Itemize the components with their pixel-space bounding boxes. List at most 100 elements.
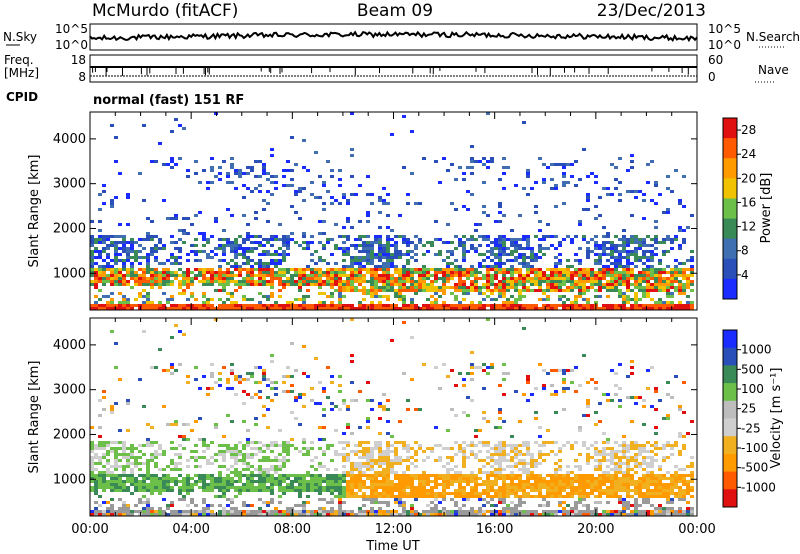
heatmap-cell (482, 459, 486, 462)
heatmap-cell (598, 474, 602, 477)
heatmap-cell (210, 157, 214, 160)
heatmap-cell (274, 441, 278, 444)
heatmap-cell (298, 190, 302, 193)
heatmap-cell (602, 483, 606, 486)
heatmap-cell (242, 486, 246, 489)
heatmap-cell (210, 462, 214, 465)
heatmap-cell (534, 477, 538, 480)
heatmap-cell (222, 477, 226, 480)
heatmap-cell (494, 238, 498, 241)
heatmap-cell (110, 480, 114, 483)
heatmap-cell (226, 304, 230, 307)
heatmap-cell (570, 513, 574, 516)
heatmap-cell (670, 277, 674, 280)
heatmap-cell (646, 259, 650, 262)
heatmap-cell (522, 307, 526, 310)
heatmap-cell (418, 486, 422, 489)
heatmap-cell (642, 274, 646, 277)
heatmap-cell (202, 307, 206, 310)
heatmap-cell (366, 256, 370, 259)
heatmap-cell (410, 283, 414, 286)
heatmap-cell (586, 241, 590, 244)
heatmap-cell (254, 453, 258, 456)
heatmap-cell (398, 456, 402, 459)
heatmap-cell (586, 492, 590, 495)
heatmap-cell (574, 480, 578, 483)
heatmap-cell (310, 399, 314, 402)
heatmap-cell (382, 408, 386, 411)
heatmap-cell (170, 423, 174, 426)
heatmap-cell (190, 277, 194, 280)
heatmap-cell (554, 510, 558, 513)
heatmap-cell (146, 298, 150, 301)
heatmap-cell (570, 507, 574, 510)
heatmap-cell (182, 498, 186, 501)
heatmap-cell (122, 295, 126, 298)
heatmap-cell (534, 304, 538, 307)
heatmap-cell (138, 280, 142, 283)
heatmap-cell (578, 307, 582, 310)
heatmap-cell (258, 304, 262, 307)
heatmap-cell (226, 244, 230, 247)
heatmap-cell (374, 268, 378, 271)
heatmap-cell (474, 495, 478, 498)
heatmap-cell (522, 277, 526, 280)
heatmap-cell (334, 307, 338, 310)
heatmap-cell (98, 447, 102, 450)
heatmap-cell (418, 495, 422, 498)
heatmap-cell (566, 369, 570, 372)
heatmap-cell (330, 480, 334, 483)
heatmap-cell (310, 277, 314, 280)
heatmap-cell (238, 441, 242, 444)
heatmap-cell (102, 280, 106, 283)
heatmap-cell (434, 277, 438, 280)
heatmap-cell (382, 199, 386, 202)
heatmap-cell (262, 456, 266, 459)
heatmap-cell (530, 259, 534, 262)
heatmap-cell (430, 507, 434, 510)
heatmap-cell (582, 441, 586, 444)
heatmap-cell (638, 277, 642, 280)
heatmap-cell (286, 459, 290, 462)
heatmap-cell (554, 271, 558, 274)
heatmap-cell (514, 465, 518, 468)
heatmap-cell (326, 483, 330, 486)
heatmap-cell (402, 298, 406, 301)
heatmap-cell (362, 292, 366, 295)
heatmap-cell (506, 304, 510, 307)
heatmap-cell (494, 268, 498, 271)
heatmap-cell (686, 304, 690, 307)
heatmap-cell (310, 241, 314, 244)
heatmap-cell (462, 411, 466, 414)
heatmap-cell (410, 274, 414, 277)
heatmap-cell (498, 292, 502, 295)
heatmap-cell (130, 268, 134, 271)
heatmap-cell (126, 453, 130, 456)
heatmap-cell (142, 513, 146, 516)
heatmap-cell (554, 235, 558, 238)
heatmap-cell (170, 283, 174, 286)
heatmap-cell (174, 274, 178, 277)
heatmap-cell (658, 283, 662, 286)
heatmap-cell (502, 292, 506, 295)
heatmap-cell (682, 238, 686, 241)
heatmap-cell (526, 378, 530, 381)
heatmap-cell (354, 247, 358, 250)
heatmap-cell (530, 483, 534, 486)
heatmap-cell (538, 483, 542, 486)
heatmap-cell (582, 477, 586, 480)
heatmap-cell (354, 480, 358, 483)
heatmap-cell (514, 453, 518, 456)
heatmap-cell (374, 280, 378, 283)
heatmap-cell (390, 244, 394, 247)
heatmap-cell (314, 477, 318, 480)
heatmap-cell (322, 498, 326, 501)
heatmap-cell (362, 280, 366, 283)
heatmap-cell (542, 444, 546, 447)
heatmap-cell (462, 178, 466, 181)
heatmap-cell (518, 501, 522, 504)
heatmap-cell (430, 274, 434, 277)
heatmap-cell (174, 513, 178, 516)
heatmap-cell (218, 504, 222, 507)
heatmap-cell (682, 286, 686, 289)
